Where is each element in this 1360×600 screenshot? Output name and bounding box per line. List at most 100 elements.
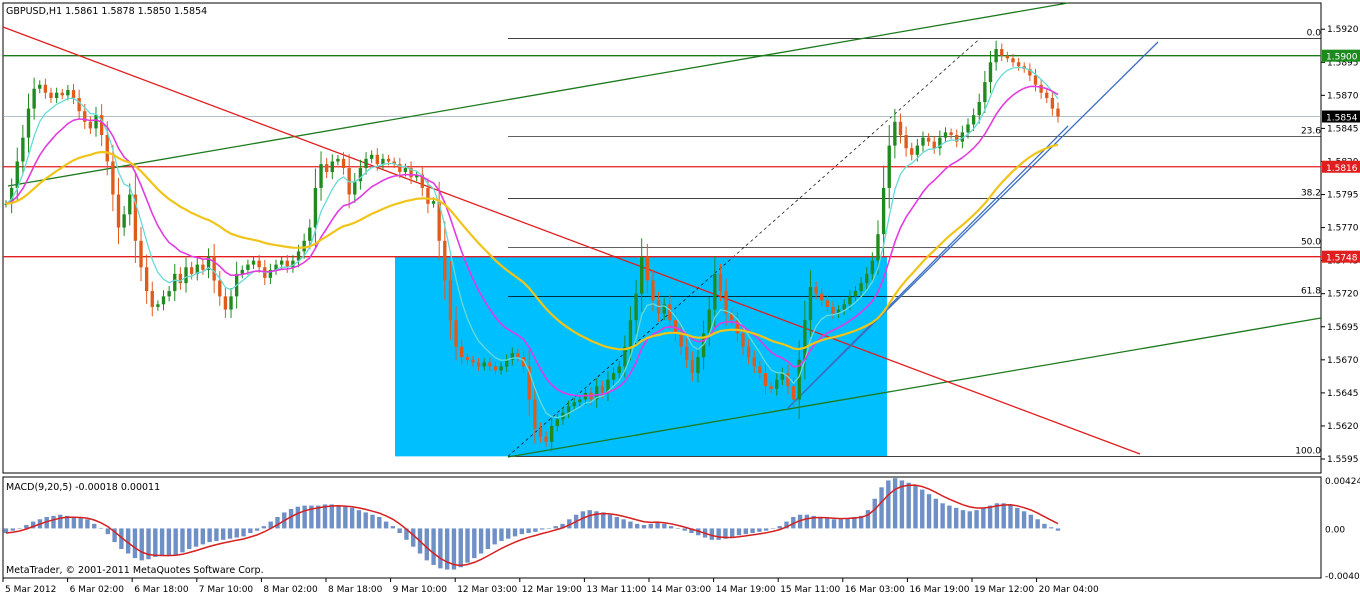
macd-bar <box>784 521 789 529</box>
candle-body <box>668 304 672 321</box>
candle-body <box>1000 49 1004 56</box>
macd-bar <box>451 528 457 570</box>
macd-bar <box>723 528 728 539</box>
candle-body <box>769 386 773 389</box>
candle-body <box>1050 97 1055 109</box>
candle-body <box>696 357 700 374</box>
macd-bar <box>193 528 199 547</box>
candle-body <box>550 425 554 442</box>
macd-bar <box>648 523 653 529</box>
candle-body <box>814 287 818 294</box>
y-tick-label: 1.5695 <box>1327 323 1359 333</box>
candle-body <box>803 320 807 360</box>
macd-bar <box>825 518 830 529</box>
candle-body <box>291 260 295 268</box>
candle-body <box>915 145 920 155</box>
candle-body <box>780 373 785 380</box>
trendline-green-upper <box>7 2 1069 187</box>
candle-body <box>386 158 391 162</box>
macd-bar <box>132 528 138 559</box>
candle-body <box>246 264 250 270</box>
candle-body <box>988 62 993 83</box>
macd-bar <box>465 528 470 563</box>
candle-body <box>257 260 261 268</box>
candle-body <box>881 187 886 235</box>
macd-bar <box>818 516 823 529</box>
y-tick-label: 1.5845 <box>1327 124 1359 134</box>
macd-bar <box>601 512 606 529</box>
candle-body <box>49 92 53 98</box>
macd-bar <box>512 528 518 537</box>
fib-label-38-2: 38.2 <box>1301 188 1321 198</box>
candle-body <box>527 366 531 400</box>
candle-body <box>420 174 424 188</box>
candle-body <box>685 346 689 360</box>
candle-body <box>606 379 610 393</box>
candle-body <box>201 264 205 270</box>
macd-bar <box>1021 511 1027 529</box>
candle-body <box>1039 84 1043 93</box>
macd-bar <box>1001 503 1006 529</box>
candle-body <box>955 135 959 142</box>
candle-body <box>493 366 498 371</box>
macd-bar <box>295 506 301 529</box>
candle-body <box>83 111 87 122</box>
candle-body <box>797 359 801 400</box>
candle-body <box>628 320 633 347</box>
x-tick-label: 12 Mar 19:00 <box>522 585 582 595</box>
candle-body <box>364 158 368 169</box>
candle-body <box>324 164 329 173</box>
macd-bar <box>838 519 844 529</box>
macd-bar <box>709 528 715 540</box>
macd-bar <box>879 487 884 529</box>
macd-bar <box>682 528 687 531</box>
macd-bar <box>478 528 484 554</box>
candle-body <box>949 132 953 136</box>
trendline-blue-lower <box>787 125 1069 409</box>
macd-bar <box>886 480 891 529</box>
candle-body <box>730 313 734 321</box>
candle-body <box>426 187 430 204</box>
macd-bar <box>689 528 694 533</box>
macd-bar <box>241 528 246 537</box>
macd-bar <box>105 528 110 535</box>
candle-body <box>713 273 717 310</box>
macd-bar <box>641 524 647 529</box>
macd-bar <box>329 504 334 529</box>
macd-bar <box>567 519 572 529</box>
macd-bar <box>811 515 816 529</box>
candle-body <box>77 97 81 112</box>
candle-body <box>718 273 723 292</box>
candle-body <box>538 428 543 437</box>
candle-body <box>578 399 582 403</box>
candle-body <box>499 366 503 371</box>
candle-body <box>476 362 481 367</box>
candle-body <box>623 346 627 367</box>
candle-body <box>26 108 31 138</box>
candle-body <box>4 203 8 205</box>
macd-bar <box>675 528 681 529</box>
macd-bar <box>933 498 939 529</box>
candle-body <box>640 256 644 294</box>
macd-bar <box>485 528 491 549</box>
candle-body <box>870 260 875 274</box>
candle-body <box>341 158 346 169</box>
main-layer: 0.0 23.6 38.2 50.0 61.8 100.0 <box>2 2 1321 458</box>
y-tick-label: 1.5645 <box>1327 389 1359 399</box>
macd-bar <box>370 514 375 529</box>
fib-label-50-0: 50.0 <box>1301 237 1321 247</box>
candle-body <box>763 373 768 387</box>
candle-body <box>1056 108 1060 117</box>
macd-bar <box>268 521 273 529</box>
macd-bar <box>139 528 144 561</box>
price-tag-15854: 1.5854 <box>1326 114 1358 124</box>
price-tag-bg <box>1322 160 1360 173</box>
macd-bar <box>214 528 219 541</box>
candle-body <box>105 135 109 162</box>
candle-body <box>741 333 745 347</box>
macd-bar <box>974 510 979 529</box>
macd-bar <box>668 526 674 529</box>
candle-body <box>820 293 824 301</box>
candle-body <box>533 399 537 429</box>
price-tag-bg <box>1322 250 1360 263</box>
